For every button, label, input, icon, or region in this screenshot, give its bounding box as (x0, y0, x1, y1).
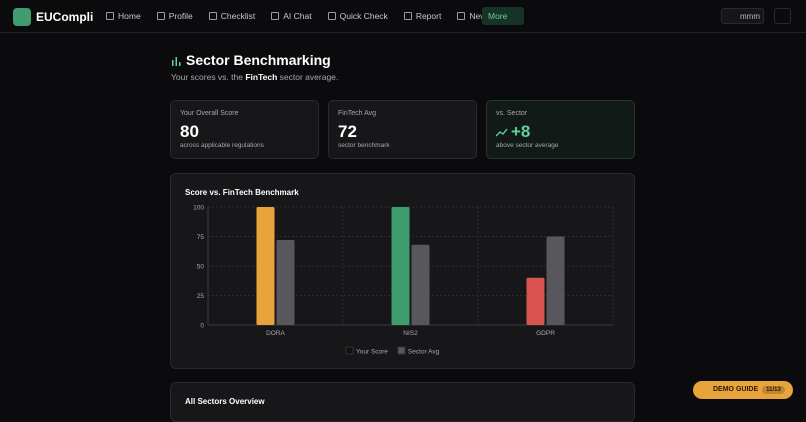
legend-label: Sector Avg (408, 349, 440, 356)
demo-step: 11/13 (762, 386, 785, 394)
nav-item[interactable]: Profile (151, 7, 199, 25)
demo-label: DEMO GUIDE (713, 386, 759, 393)
page: EUCompli Home Profile Checklist AI Chat Quic… (0, 0, 806, 411)
y-tick-label: 25 (197, 293, 205, 300)
legend-swatch (397, 346, 406, 355)
chart-title: Score vs. FinTech Benchmark (185, 188, 299, 197)
legend-label: Your Score (356, 349, 388, 356)
stat-card: FinTech Avg 72 sector benchmark (328, 100, 477, 159)
page-title: Sector Benchmarking (186, 52, 331, 68)
card-note: above sector average (496, 142, 559, 149)
subtitle-sector: FinTech (245, 72, 278, 82)
y-tick-label: 0 (200, 323, 204, 330)
bar (546, 236, 565, 325)
stat-card: vs. Sector +8 above sector average (486, 100, 635, 159)
user-menu[interactable]: mmm (721, 8, 764, 24)
nav-item[interactable]: News (451, 7, 496, 25)
x-tick-label: NIS2 (403, 330, 418, 337)
settings-button[interactable] (774, 8, 791, 24)
card-note: across applicable regulations (180, 142, 264, 149)
nav-item[interactable]: Quick Check (322, 7, 394, 25)
navbar: EUCompli Home Profile Checklist AI Chat Quic… (0, 0, 806, 33)
bar (391, 207, 410, 325)
chart-panel: Score vs. FinTech Benchmark 0 25 50 75 100 DO… (170, 173, 635, 369)
trend-icon (496, 128, 508, 137)
card-label: FinTech Avg (338, 110, 377, 117)
bar (411, 244, 430, 325)
stat-card: Your Overall Score 80 across applicable re… (170, 100, 319, 159)
card-note: sector benchmark (338, 142, 390, 149)
y-tick-label: 50 (197, 264, 205, 271)
y-tick-label: 75 (197, 234, 205, 241)
bar (276, 240, 295, 325)
bar (526, 277, 545, 325)
sectors-panel: All Sectors Overview (170, 382, 635, 422)
subtitle-text: Your scores vs. the (171, 72, 246, 82)
card-value: 80 (180, 122, 199, 141)
y-tick-label: 100 (193, 205, 204, 212)
bar (256, 207, 275, 325)
card-value: 72 (338, 122, 357, 141)
card-label: vs. Sector (496, 110, 528, 117)
brand[interactable]: EUCompli (36, 10, 94, 24)
nav-item[interactable]: AI Chat (265, 7, 317, 25)
card-label: Your Overall Score (180, 110, 239, 117)
nav-items: Home Profile Checklist AI Chat Quick Check Re… (100, 7, 497, 25)
nav-item[interactable]: Checklist (203, 7, 261, 25)
nav-item[interactable]: Home (100, 7, 147, 25)
trend-line (496, 128, 508, 137)
section-title: All Sectors Overview (185, 397, 265, 406)
title-icon (172, 57, 181, 66)
card-value: +8 (511, 122, 531, 141)
x-tick-label: GDPR (536, 330, 555, 337)
subtitle-text: sector average. (277, 72, 339, 82)
page-subtitle: Your scores vs. the FinTech sector avera… (171, 72, 338, 82)
demo-guide-button[interactable]: DEMO GUIDE 11/13 (693, 381, 793, 399)
nav-item[interactable]: Report (398, 7, 448, 25)
legend-swatch (345, 346, 354, 355)
chart: Score vs. FinTech Benchmark 0 25 50 75 100 DO… (185, 188, 614, 356)
x-tick-label: DORA (266, 330, 285, 337)
more-menu[interactable]: More (482, 7, 524, 25)
logo[interactable] (13, 8, 31, 26)
